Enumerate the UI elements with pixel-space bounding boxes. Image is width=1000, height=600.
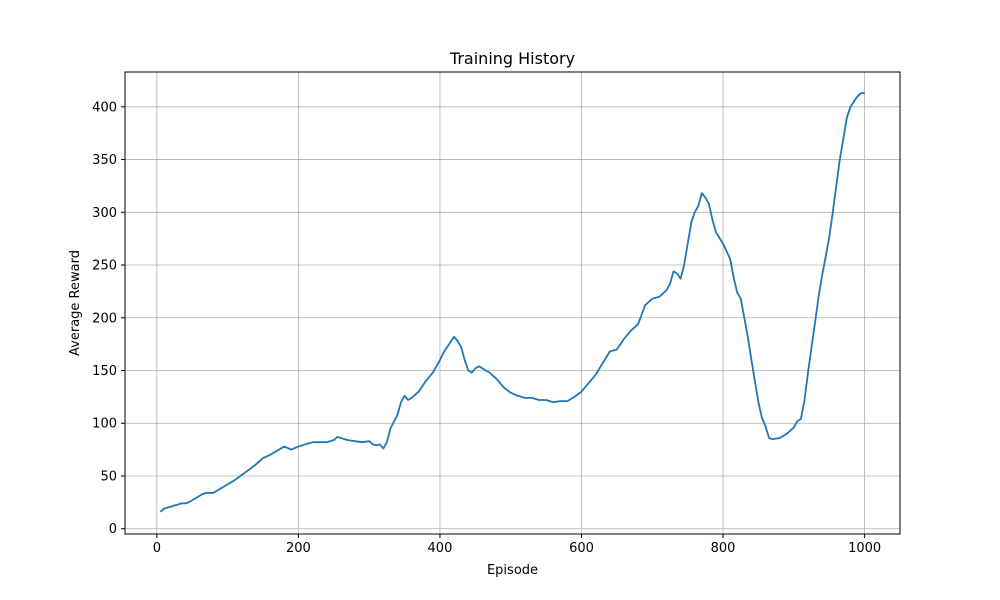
y-tick-label: 150: [92, 364, 117, 379]
axis-ticks: 0 200 400 600 800 1000 0 50 100 150 200 250 300 350 40…: [92, 100, 881, 556]
y-tick-label: 0: [109, 522, 117, 537]
x-axis-label: Episode: [487, 563, 538, 578]
y-tick-label: 250: [92, 259, 117, 274]
y-tick-label: 400: [92, 100, 117, 115]
y-tick-label: 300: [92, 206, 117, 221]
plot-frame: [124, 71, 901, 535]
y-tick-label: 50: [100, 469, 117, 484]
x-tick-label: 800: [711, 541, 736, 556]
grid: [125, 72, 900, 534]
y-tick-label: 200: [92, 311, 117, 326]
x-tick-label: 0: [153, 541, 161, 556]
series-line: [159, 92, 865, 513]
x-tick-label: 1000: [848, 541, 881, 556]
x-tick-label: 600: [569, 541, 594, 556]
y-tick-label: 350: [92, 153, 117, 168]
chart-title: Training History: [449, 49, 575, 68]
series-group: [159, 92, 865, 513]
y-axis-label: Average Reward: [68, 250, 83, 356]
y-tick-label: 100: [92, 417, 117, 432]
x-tick-label: 400: [428, 541, 453, 556]
x-tick-label: 200: [286, 541, 311, 556]
